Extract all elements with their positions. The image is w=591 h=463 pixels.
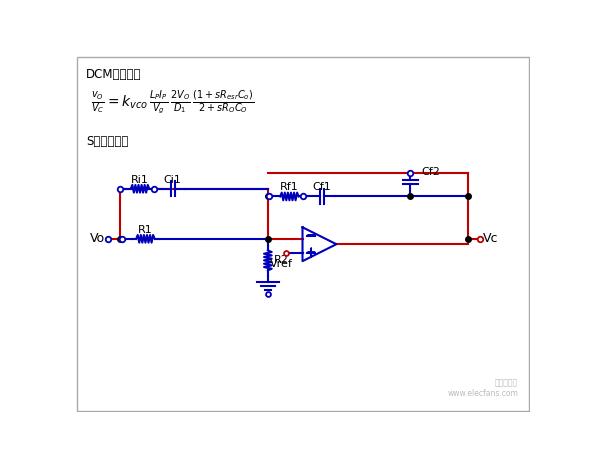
Text: Vo: Vo bbox=[89, 232, 105, 245]
Text: +: + bbox=[306, 245, 316, 258]
Text: Ci1: Ci1 bbox=[164, 175, 181, 185]
Text: Cf1: Cf1 bbox=[313, 182, 332, 192]
Text: Vref: Vref bbox=[270, 258, 293, 269]
Text: S环路补偿器: S环路补偿器 bbox=[86, 135, 128, 148]
Text: −: − bbox=[306, 228, 316, 242]
Text: Cf2: Cf2 bbox=[421, 167, 440, 177]
Text: Rf1: Rf1 bbox=[280, 182, 299, 192]
Text: R2: R2 bbox=[274, 256, 289, 265]
Text: Ri1: Ri1 bbox=[131, 175, 149, 185]
Text: DCM控制对象: DCM控制对象 bbox=[86, 68, 142, 81]
Text: R1: R1 bbox=[138, 225, 153, 235]
Text: Vc: Vc bbox=[483, 232, 498, 245]
Text: $\frac{v_O}{V_C} = k_{vco}\,\frac{L_P I_P}{V_g}\,\frac{2V_O}{D_1}\,\frac{(1+sR_{: $\frac{v_O}{V_C} = k_{vco}\,\frac{L_P I_… bbox=[91, 89, 254, 116]
Text: 电子发烧友
www.elecfans.com: 电子发烧友 www.elecfans.com bbox=[447, 379, 518, 398]
